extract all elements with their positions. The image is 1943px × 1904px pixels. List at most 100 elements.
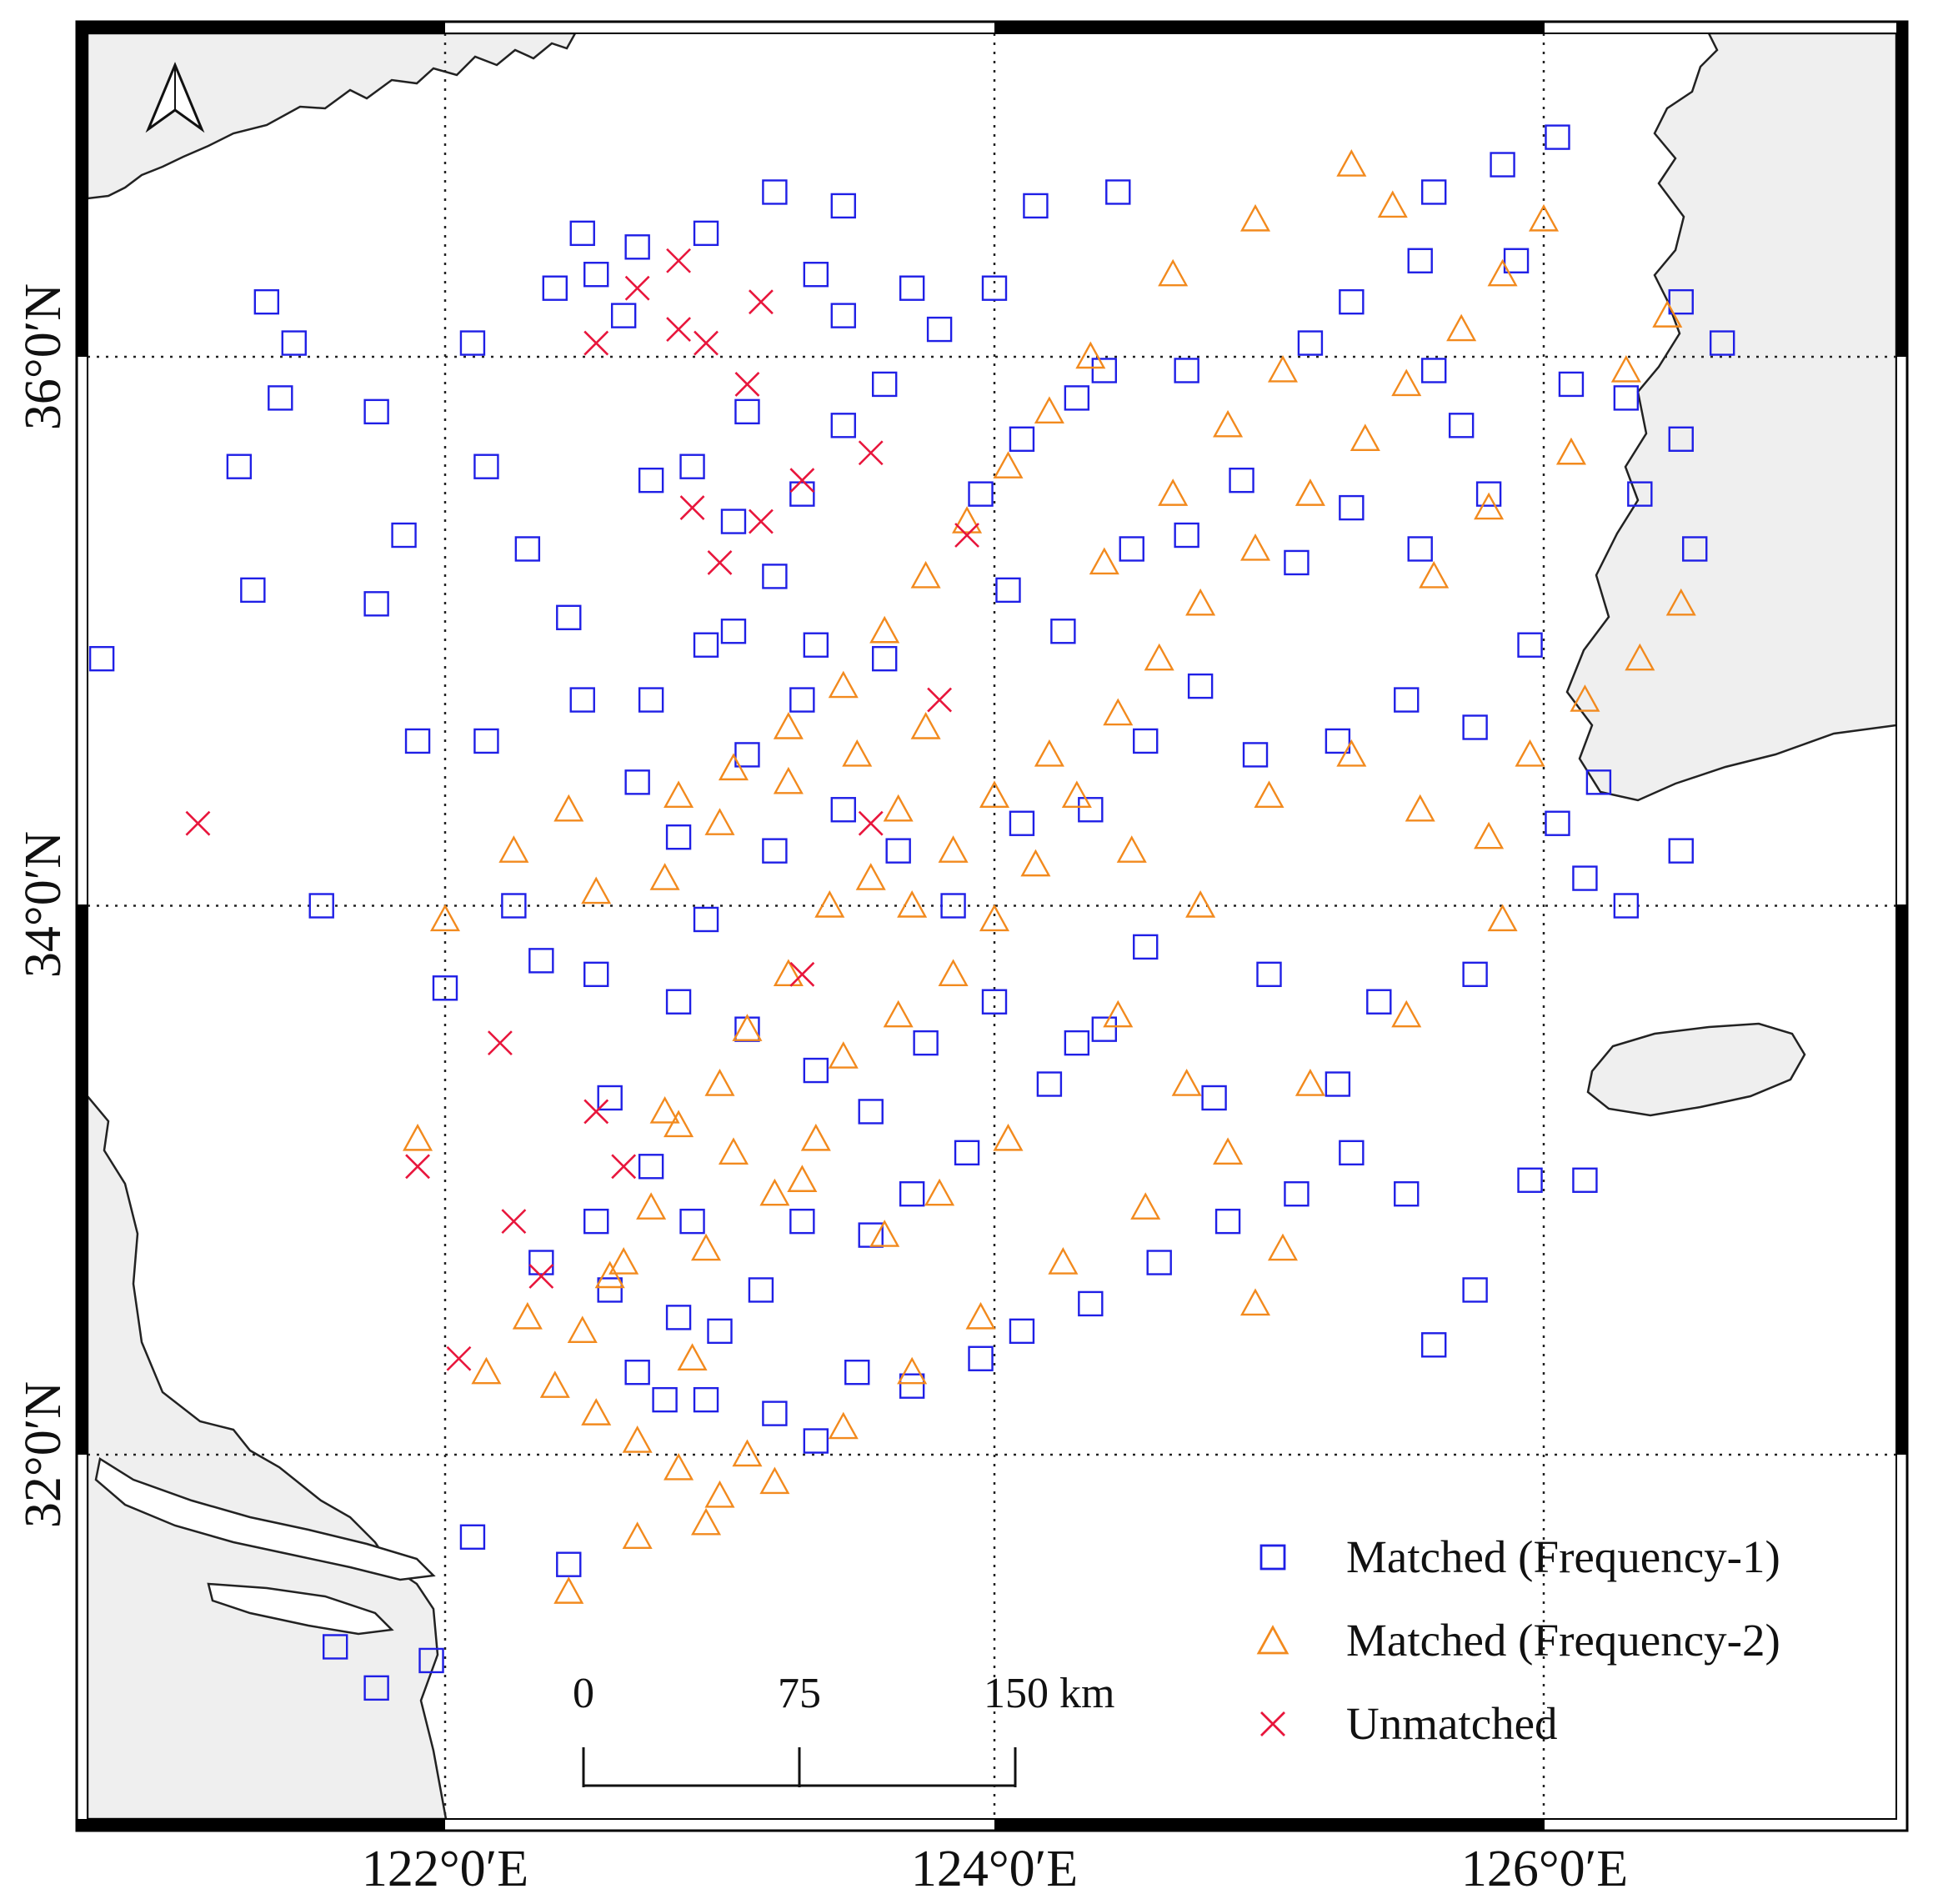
point-matched-frequency-2 — [732, 1014, 763, 1041]
point-matched-frequency-2 — [979, 780, 1010, 808]
point-matched-frequency-1 — [473, 453, 499, 479]
point-unmatched — [185, 810, 211, 836]
frame-segment-right-2 — [1896, 904, 1907, 1455]
point-matched-frequency-2 — [1267, 1233, 1299, 1261]
point-matched-frequency-2 — [704, 1480, 735, 1508]
point-matched-frequency-1 — [1325, 728, 1351, 754]
point-matched-frequency-1 — [1668, 838, 1694, 864]
lon-tick-labels: 122°0′E 124°0′E 126°0′E — [362, 1841, 1628, 1897]
scale-bar: 0 75 150 km — [573, 1670, 1114, 1787]
point-matched-frequency-1 — [926, 316, 953, 343]
lon-label-124: 124°0′E — [911, 1841, 1078, 1897]
point-matched-frequency-1 — [281, 330, 307, 356]
point-matched-frequency-2 — [1610, 354, 1641, 383]
point-matched-frequency-2 — [773, 959, 804, 987]
frame-segment-right-1 — [1896, 22, 1907, 357]
point-matched-frequency-1 — [720, 619, 747, 644]
scale-bar-label-75: 75 — [778, 1670, 821, 1717]
map-frame — [75, 20, 1909, 1832]
point-unmatched — [611, 1154, 637, 1180]
point-matched-frequency-2 — [718, 1137, 749, 1165]
point-matched-frequency-1 — [363, 1675, 389, 1701]
point-matched-frequency-1 — [720, 509, 747, 534]
point-matched-frequency-1 — [514, 536, 541, 562]
point-matched-frequency-1 — [0, 647, 3, 670]
point-matched-frequency-2 — [622, 1521, 653, 1549]
point-matched-frequency-2 — [828, 670, 859, 699]
point-unmatched — [666, 317, 691, 342]
point-matched-frequency-1 — [1078, 797, 1104, 823]
point-unmatched — [707, 550, 733, 575]
point-unmatched — [487, 1030, 513, 1056]
point-matched-frequency-1 — [473, 728, 499, 754]
point-matched-frequency-1 — [459, 330, 486, 356]
point-matched-frequency-1 — [226, 453, 253, 479]
point-matched-frequency-1 — [432, 975, 458, 1001]
legend-marker-triangle — [1256, 1625, 1289, 1655]
point-matched-frequency-2 — [1239, 533, 1271, 561]
point-matched-frequency-2 — [828, 1411, 859, 1440]
point-matched-frequency-2 — [787, 1165, 818, 1192]
scale-bar-label-150: 150 km — [984, 1670, 1114, 1717]
point-matched-frequency-2 — [1419, 560, 1450, 589]
point-matched-frequency-2 — [965, 1301, 996, 1330]
point-matched-frequency-1 — [528, 1250, 554, 1275]
point-unmatched — [858, 440, 884, 466]
point-matched-frequency-1 — [1448, 413, 1475, 438]
point-unmatched — [679, 495, 705, 521]
point-matched-frequency-1 — [1297, 330, 1324, 356]
point-matched-frequency-1 — [830, 193, 856, 219]
point-matched-frequency-2 — [732, 1439, 763, 1467]
yangtze-estuary-island-a — [94, 1456, 436, 1581]
point-matched-frequency-2 — [1020, 849, 1051, 877]
point-matched-frequency-2 — [759, 1466, 790, 1495]
point-matched-frequency-1 — [556, 1551, 582, 1577]
point-matched-frequency-1 — [597, 1277, 623, 1303]
frame-segment-left-1 — [77, 22, 88, 357]
frame-segment-top-2 — [994, 22, 1545, 33]
point-matched-frequency-1 — [459, 1524, 486, 1550]
point-matched-frequency-1 — [1064, 385, 1090, 411]
point-matched-frequency-1 — [693, 906, 719, 933]
point-matched-frequency-1 — [665, 1305, 692, 1330]
frame-segment-left-2 — [77, 904, 88, 1455]
point-matched-frequency-2 — [1487, 904, 1518, 932]
point-matched-frequency-1 — [693, 632, 719, 658]
point-matched-frequency-1 — [1613, 893, 1640, 919]
shandong-peninsula-land — [88, 33, 577, 200]
point-matched-frequency-1 — [610, 303, 637, 328]
lat-tick-labels: 32°0′N 34°0′N 36°0′N — [15, 283, 72, 1528]
point-matched-frequency-2 — [897, 1356, 928, 1385]
point-matched-frequency-2 — [1034, 396, 1064, 424]
point-matched-frequency-1 — [1242, 742, 1269, 768]
point-matched-frequency-1 — [501, 893, 527, 919]
point-matched-frequency-1 — [1187, 673, 1214, 699]
legend: Matched (Frequency-1) Matched (Frequency… — [1256, 1531, 1780, 1749]
point-unmatched — [858, 810, 884, 836]
point-matched-frequency-1 — [569, 687, 595, 713]
point-matched-frequency-1 — [899, 1181, 925, 1207]
point-matched-frequency-1 — [624, 769, 650, 795]
point-matched-frequency-1 — [693, 220, 719, 247]
frame-segment-top-1 — [77, 22, 445, 33]
point-matched-frequency-2 — [1350, 423, 1380, 451]
point-matched-frequency-1 — [1462, 714, 1488, 740]
frame-segment-bottom-1 — [77, 1819, 445, 1831]
point-matched-frequency-1 — [830, 303, 856, 328]
point-matched-frequency-1 — [1613, 385, 1640, 411]
point-matched-frequency-1 — [968, 481, 994, 507]
point-matched-frequency-1 — [762, 1400, 788, 1426]
point-matched-frequency-1 — [693, 1386, 719, 1413]
point-matched-frequency-1 — [1420, 1332, 1447, 1358]
point-matched-frequency-2 — [1555, 437, 1586, 465]
point-matched-frequency-2 — [471, 1356, 502, 1385]
graticule — [88, 33, 1896, 1819]
point-unmatched — [734, 372, 760, 397]
point-matched-frequency-1 — [954, 1140, 980, 1166]
point-matched-frequency-2 — [1239, 203, 1271, 232]
yangtze-estuary-island-b — [207, 1582, 394, 1636]
point-matched-frequency-2 — [855, 863, 886, 890]
point-matched-frequency-2 — [869, 615, 900, 644]
point-matched-frequency-1 — [913, 1030, 939, 1056]
point-matched-frequency-1 — [1078, 1290, 1104, 1317]
